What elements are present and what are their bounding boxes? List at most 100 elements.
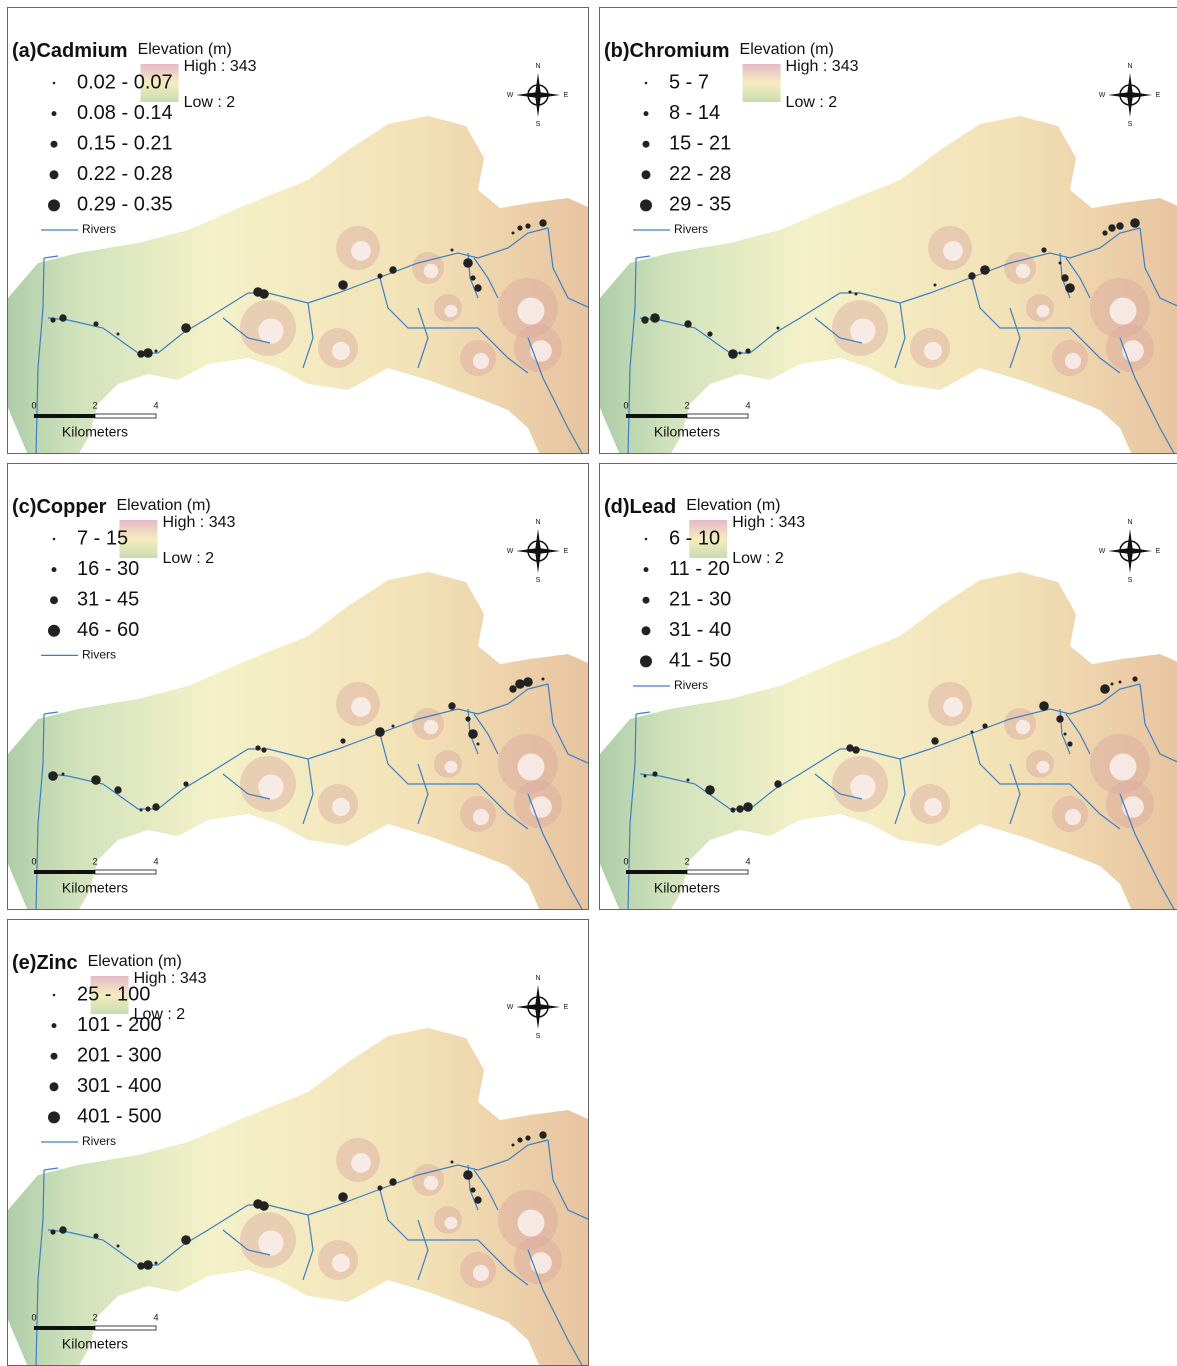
class-label: 0.29 - 0.35 bbox=[77, 194, 173, 216]
sample-point bbox=[50, 317, 55, 322]
map: (e)ZincElevation (m)High : 343Low : 225 … bbox=[8, 920, 588, 1365]
scale-unit: Kilometers bbox=[654, 424, 720, 440]
scale-unit: Kilometers bbox=[62, 1336, 128, 1352]
elevation-title: Elevation (m) bbox=[686, 497, 780, 514]
class-label: 25 - 100 bbox=[77, 983, 150, 1005]
panel-label: (a) bbox=[12, 40, 36, 62]
river bbox=[44, 1168, 58, 1170]
map-panel: (d)LeadElevation (m)High : 343Low : 26 -… bbox=[599, 463, 1177, 910]
compass-w: W bbox=[507, 1004, 514, 1011]
sample-point bbox=[474, 1196, 481, 1203]
sample-point bbox=[155, 1262, 158, 1265]
sample-point bbox=[93, 321, 98, 326]
peak bbox=[1110, 298, 1137, 325]
scale-black bbox=[626, 414, 687, 418]
sample-point bbox=[1039, 701, 1049, 711]
sample-point bbox=[684, 320, 691, 327]
sample-point bbox=[463, 1170, 473, 1180]
class-label: 0.22 - 0.28 bbox=[77, 163, 173, 185]
sample-point bbox=[512, 1144, 515, 1147]
panel-title: (a)Cadmium bbox=[12, 40, 128, 62]
sample-point bbox=[687, 779, 690, 782]
class-symbol bbox=[52, 1023, 57, 1028]
class-symbol bbox=[48, 625, 60, 637]
scale-white bbox=[95, 1326, 156, 1330]
class-label: 46 - 60 bbox=[77, 619, 139, 641]
class-symbol bbox=[53, 82, 56, 85]
compass-n: N bbox=[1127, 63, 1132, 70]
class-symbol bbox=[50, 596, 58, 604]
class-label: 301 - 400 bbox=[77, 1075, 162, 1097]
class-label: 16 - 30 bbox=[77, 558, 139, 580]
sample-point bbox=[728, 349, 738, 359]
class-symbol bbox=[50, 170, 59, 179]
sample-point bbox=[542, 678, 545, 681]
peak bbox=[1110, 754, 1137, 781]
peak bbox=[1037, 761, 1050, 774]
sample-point bbox=[968, 272, 975, 279]
scale-label: 4 bbox=[153, 400, 158, 410]
sample-point bbox=[1064, 733, 1067, 736]
peak bbox=[445, 305, 458, 318]
river bbox=[44, 256, 58, 258]
peak bbox=[518, 754, 545, 781]
class-symbol bbox=[48, 1111, 60, 1123]
sample-point bbox=[652, 771, 657, 776]
sample-point bbox=[739, 352, 742, 355]
compass-n: N bbox=[535, 975, 540, 982]
sample-point bbox=[1130, 218, 1140, 228]
panel-title: (b)Chromium bbox=[604, 40, 730, 62]
sample-point bbox=[980, 265, 990, 275]
scale-label: 0 bbox=[31, 1312, 36, 1322]
peak bbox=[258, 1230, 283, 1255]
scale-label: 4 bbox=[745, 856, 750, 866]
class-label: 0.15 - 0.21 bbox=[77, 132, 173, 154]
elevation-title: Elevation (m) bbox=[88, 953, 182, 970]
elevation-low: Low : 2 bbox=[162, 550, 214, 567]
class-symbol bbox=[644, 111, 649, 116]
river bbox=[636, 256, 650, 258]
class-symbol bbox=[645, 538, 648, 541]
sample-point bbox=[1119, 681, 1122, 684]
compass-e: E bbox=[564, 1004, 569, 1011]
sample-point bbox=[140, 809, 143, 812]
peak bbox=[351, 1153, 371, 1173]
compass-e: E bbox=[1156, 92, 1161, 99]
sample-point bbox=[512, 232, 515, 235]
compass-s: S bbox=[1128, 121, 1133, 128]
elevation-title: Elevation (m) bbox=[138, 41, 232, 58]
sample-point bbox=[523, 677, 533, 687]
class-symbol bbox=[640, 655, 652, 667]
peak bbox=[351, 697, 371, 717]
sample-point bbox=[539, 219, 546, 226]
peak bbox=[351, 241, 371, 261]
peak bbox=[1065, 353, 1081, 369]
sample-point bbox=[982, 723, 987, 728]
panel-label: (d) bbox=[604, 496, 630, 518]
sample-point bbox=[255, 745, 260, 750]
compass-needle bbox=[1108, 529, 1152, 573]
sample-point bbox=[1111, 683, 1114, 686]
sample-point bbox=[1116, 222, 1123, 229]
scale-black bbox=[34, 1326, 95, 1330]
sample-point bbox=[59, 314, 66, 321]
sample-point bbox=[1132, 676, 1137, 681]
map-panel: (c)CopperElevation (m)High : 343Low : 27… bbox=[7, 463, 589, 910]
class-label: 0.08 - 0.14 bbox=[77, 102, 173, 124]
compass-needle bbox=[1108, 73, 1152, 117]
peak bbox=[518, 298, 545, 325]
compass-w: W bbox=[507, 92, 514, 99]
panel-label: (e) bbox=[12, 952, 36, 974]
class-symbol bbox=[642, 626, 651, 635]
scale-white bbox=[687, 414, 748, 418]
sample-point bbox=[743, 802, 753, 812]
compass-s: S bbox=[1128, 577, 1133, 584]
scale-unit: Kilometers bbox=[654, 880, 720, 896]
compass-w: W bbox=[1099, 92, 1106, 99]
scale-white bbox=[95, 414, 156, 418]
panel-title: (d)Lead bbox=[604, 496, 676, 518]
sample-point bbox=[644, 775, 647, 778]
sample-point bbox=[1102, 230, 1107, 235]
sample-point bbox=[48, 771, 58, 781]
